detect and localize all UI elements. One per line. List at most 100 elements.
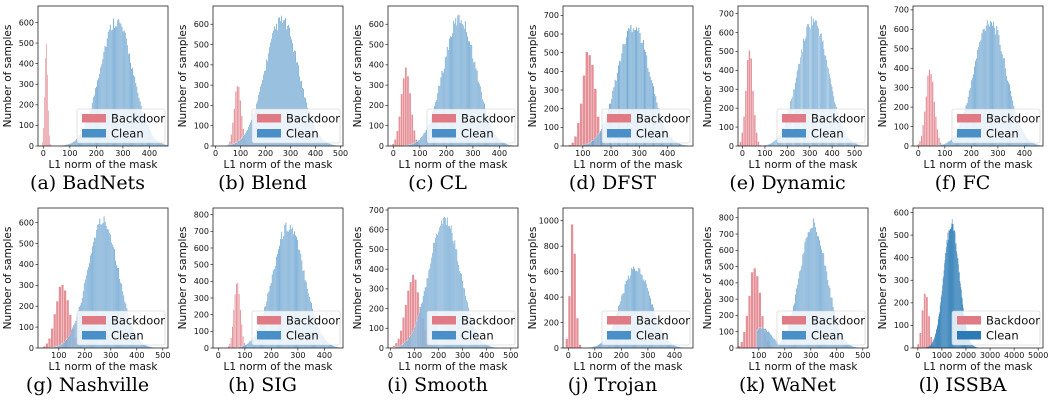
hist-bar xyxy=(160,142,162,147)
y-tick-label: 700 xyxy=(719,9,734,18)
y-tick-label: 100 xyxy=(894,122,909,131)
hist-bar xyxy=(596,116,600,146)
hist-bar xyxy=(596,345,599,349)
legend-swatch-clean xyxy=(957,129,981,138)
y-tick-label: 600 xyxy=(19,218,34,227)
subplot-caption: (d) DFST xyxy=(568,172,657,194)
hist-bar xyxy=(934,336,936,348)
hist-bar xyxy=(68,336,70,349)
subplot-caption: (a) BadNets xyxy=(30,172,145,194)
hist-bar xyxy=(416,320,418,349)
hist-bar xyxy=(940,302,941,348)
x-tick-label: 0 xyxy=(391,149,396,158)
hist-bar xyxy=(937,319,939,348)
hist-bar xyxy=(597,344,600,349)
hist-bar xyxy=(920,135,923,146)
hist-bar xyxy=(414,279,417,348)
hist-bar xyxy=(939,305,941,348)
legend-swatch-clean xyxy=(432,331,456,340)
hist-bar xyxy=(592,139,595,147)
hist-bar xyxy=(773,338,775,349)
hist-bar xyxy=(405,341,407,349)
y-tick-label: 0 xyxy=(379,142,384,151)
x-tick-label: 500 xyxy=(855,351,870,360)
hist-bar xyxy=(63,342,66,349)
hist-bar xyxy=(244,132,247,147)
x-tick-label: 300 xyxy=(455,351,470,360)
hist-bar xyxy=(234,142,237,147)
hist-bar xyxy=(397,338,400,348)
y-tick-label: 500 xyxy=(544,48,559,57)
hist-bar xyxy=(949,140,951,147)
hist-bar xyxy=(946,247,947,348)
hist-bar xyxy=(919,141,921,146)
hist-bar xyxy=(951,219,953,348)
hist-bar xyxy=(767,331,770,349)
legend-swatch-clean xyxy=(82,331,106,340)
y-tick-label: 700 xyxy=(369,206,384,215)
y-tick-label: 300 xyxy=(894,276,909,285)
hist-bar xyxy=(144,344,147,349)
y-tick-label: 300 xyxy=(194,81,209,90)
x-tick-label: 100 xyxy=(412,149,427,158)
hist-bar xyxy=(598,132,600,147)
hist-bar xyxy=(944,259,946,348)
x-tick-label: 200 xyxy=(77,351,92,360)
x-tick-label: 100 xyxy=(237,351,252,360)
y-tick-label: 300 xyxy=(369,285,384,294)
hist-bar xyxy=(929,345,931,348)
axes-frame xyxy=(212,207,344,349)
hist-bar xyxy=(228,346,229,348)
x-axis-label: L1 norm of the mask xyxy=(924,159,1034,171)
hist-bar xyxy=(412,330,415,349)
y-tick-label: 200 xyxy=(719,104,734,113)
legend-swatch-backdoor xyxy=(257,316,281,325)
hist-bar xyxy=(247,126,250,147)
hist-bar xyxy=(409,282,412,348)
hist-bar xyxy=(236,141,239,147)
hist-bar xyxy=(74,140,76,147)
hist-bar xyxy=(591,140,594,147)
hist-bar xyxy=(953,231,954,348)
hist-bar xyxy=(243,134,246,147)
x-tick-label: 300 xyxy=(632,149,647,158)
y-tick-label: 400 xyxy=(894,64,909,73)
subplot-9: 0 100 200 300 400 0 200 400 600 800 1000 L1 norm of… xyxy=(525,202,700,404)
axes-frame xyxy=(737,207,869,349)
legend-swatch-clean xyxy=(257,331,281,340)
legend-label-backdoor: Backdoor xyxy=(636,112,690,126)
hist-bar xyxy=(235,284,237,348)
y-tick-label: 600 xyxy=(369,20,384,29)
y-tick-label: 300 xyxy=(719,295,734,304)
hist-bar xyxy=(935,334,936,348)
hist-bar xyxy=(62,342,65,349)
hist-bar xyxy=(61,343,64,349)
hist-bar xyxy=(923,293,926,348)
hist-bar xyxy=(738,144,740,146)
legend-swatch-clean xyxy=(957,331,981,340)
y-tick-label: 0 xyxy=(204,344,209,353)
x-tick-label: 100 xyxy=(51,351,66,360)
hist-bar xyxy=(958,264,959,348)
x-axis-label: L1 norm of the mask xyxy=(224,159,334,171)
legend-swatch-clean xyxy=(782,129,806,138)
hist-bar xyxy=(568,145,572,146)
hist-bar xyxy=(932,81,934,146)
hist-bar xyxy=(74,323,76,349)
y-axis-label: Number of samples xyxy=(702,25,714,128)
hist-bar xyxy=(752,90,754,146)
chart-svg: 0 100 200 300 400 0 200 400 600 800 1000 L1 norm of… xyxy=(527,207,694,373)
chart-svg: 0 100 200 300 400 0 100 200 300 400 500 600 700 800 L1… xyxy=(177,207,344,373)
hist-bar xyxy=(41,142,43,146)
legend-label-backdoor: Backdoor xyxy=(461,314,515,328)
hist-bar xyxy=(938,316,940,348)
hist-bar xyxy=(952,224,954,348)
hist-bar xyxy=(243,345,246,349)
hist-bar xyxy=(71,329,73,349)
subplot-caption: (h) SIG xyxy=(228,374,297,396)
hist-bar xyxy=(957,258,958,348)
hist-bar xyxy=(402,317,405,348)
hist-bar xyxy=(930,345,931,348)
